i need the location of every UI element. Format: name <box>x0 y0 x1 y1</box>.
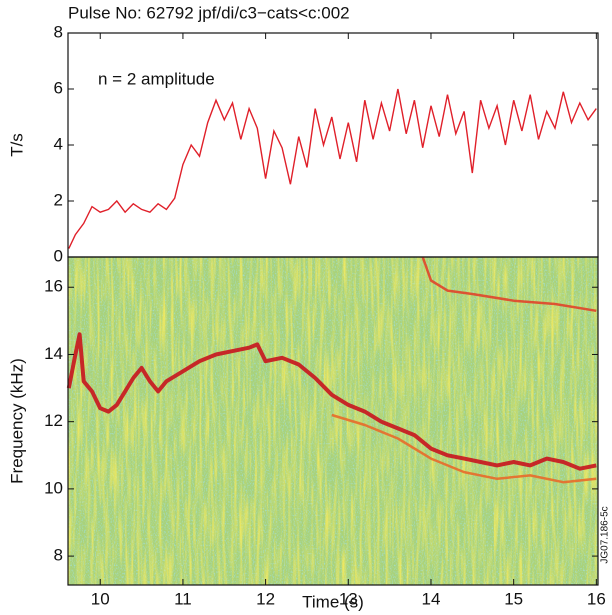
mode-trace <box>331 413 597 484</box>
y-tick-label: 6 <box>54 78 63 97</box>
mode-trace <box>421 256 597 313</box>
y-tick-label: 10 <box>44 478 63 497</box>
y-axis-label: Frequency (kHz) <box>7 358 26 484</box>
x-tick-label: 15 <box>504 589 523 608</box>
x-tick-label: 10 <box>91 589 110 608</box>
x-tick-label: 11 <box>174 589 192 608</box>
plot-frame <box>67 256 599 586</box>
x-tick-label: 13 <box>339 589 358 608</box>
mode-trace <box>66 332 597 471</box>
x-tick-label: 16 <box>587 589 606 608</box>
spectrogram-background <box>68 257 598 585</box>
data-line <box>68 88 597 249</box>
y-axis-label: T/s <box>7 133 26 157</box>
chart-title: Pulse No: 62792 jpf/di/c3−cats<c:002 <box>68 3 350 22</box>
y-tick-label: 8 <box>54 22 63 41</box>
y-tick-label: 4 <box>54 134 63 153</box>
plot-frame <box>67 32 599 258</box>
y-tick-label: 0 <box>54 246 63 265</box>
y-tick-label: 16 <box>44 277 63 296</box>
x-tick-label: 14 <box>422 589 441 608</box>
y-tick-label: 8 <box>54 546 63 565</box>
y-tick-label: 14 <box>44 344 63 363</box>
y-tick-label: 12 <box>44 411 63 430</box>
y-tick-label: 2 <box>54 190 63 209</box>
x-tick-label: 12 <box>256 589 275 608</box>
x-axis-label: Time (s) <box>302 592 364 611</box>
watermark: JG07.186-5c <box>600 506 611 563</box>
annotation: n = 2 amplitude <box>98 69 215 88</box>
